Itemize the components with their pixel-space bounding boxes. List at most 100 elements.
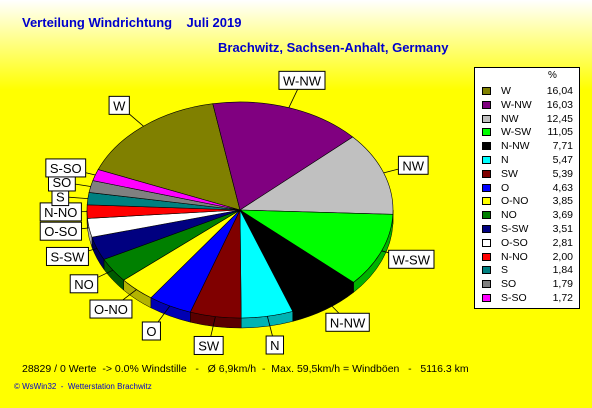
legend-label: O-SO xyxy=(501,236,528,249)
pie-slice-w-sw xyxy=(238,209,394,283)
legend-label: O-NO xyxy=(501,195,529,208)
legend-label: SW xyxy=(501,167,518,180)
pie-side xyxy=(86,209,394,329)
legend-label: W xyxy=(501,85,511,97)
legend-value: 3,69 xyxy=(552,209,573,222)
chart-title: Verteilung Windrichtung Juli 2019 xyxy=(22,15,242,30)
slice-label-n-nw: N-NW xyxy=(330,315,366,330)
legend-item-s-so: S-SO 1,72 xyxy=(475,292,579,306)
legend-swatch xyxy=(482,114,491,123)
legend-swatch xyxy=(482,87,491,95)
legend-swatch xyxy=(482,155,491,164)
legend-swatch xyxy=(482,128,491,137)
footer-credits: © WsWin32 - Wetterstation Brachwitz xyxy=(14,382,152,391)
slice-label-box-n xyxy=(265,335,285,355)
legend-value: 1,72 xyxy=(552,291,573,304)
legend-swatch xyxy=(482,252,491,261)
slice-label-w: W xyxy=(113,98,126,113)
slice-label-n-no: N-NO xyxy=(44,205,77,220)
legend-item-s: S 1,84 xyxy=(475,264,579,278)
slice-label-box-no xyxy=(69,274,99,294)
legend-value: 5,39 xyxy=(552,167,573,180)
legend-value: 11,05 xyxy=(547,126,574,139)
legend-item-n-nw: N-NW 7,71 xyxy=(475,140,579,154)
legend-value: 3,51 xyxy=(552,222,573,235)
slice-label-box-w-sw xyxy=(388,249,435,269)
slice-label-s: S xyxy=(56,190,65,205)
legend-value: 5,47 xyxy=(552,153,573,166)
slice-label-so: SO xyxy=(52,175,71,190)
legend-value: 2,81 xyxy=(552,236,573,249)
legend-label: S-SW xyxy=(501,222,529,235)
legend-swatch xyxy=(482,197,491,206)
legend-label: W-SW xyxy=(501,126,532,139)
legend-value: 1,79 xyxy=(552,278,573,291)
slice-label-box-sw xyxy=(193,335,224,355)
legend-swatch xyxy=(482,100,491,109)
legend-label: N-NO xyxy=(501,250,528,263)
legend-swatch xyxy=(482,211,491,220)
legend-item-o: O 4,63 xyxy=(475,182,579,196)
chart-subtitle: Brachwitz, Sachsen-Anhalt, Germany xyxy=(218,40,449,55)
legend-rows: W 16,04 W-NW 16,03 NW 12,45 W-SW 11,05 N-NW 7,71 N… xyxy=(475,85,579,306)
slice-label-box-n-nw xyxy=(325,312,370,332)
legend-swatch xyxy=(482,224,491,233)
legend-item-nw: NW 12,45 xyxy=(475,113,579,127)
legend-item-o-no: O-NO 3,85 xyxy=(475,195,579,209)
legend-value: 3,85 xyxy=(552,195,573,208)
legend-value: 16,04 xyxy=(546,85,573,97)
legend-item-sw: SW 5,39 xyxy=(475,168,579,182)
legend-label: S xyxy=(501,264,509,277)
legend-value: 4,63 xyxy=(552,181,573,194)
footer-stats: 28829 / 0 Werte -> 0.0% Windstille - Ø 6… xyxy=(22,363,469,375)
legend-label: N-NW xyxy=(501,140,530,153)
legend-label: NW xyxy=(501,112,519,125)
legend-item-o-so: O-SO 2,81 xyxy=(475,237,579,251)
legend-value: 7,71 xyxy=(552,140,573,153)
slice-label-box-w xyxy=(108,95,130,115)
slice-label-box-s-so xyxy=(45,158,87,178)
legend-swatch xyxy=(482,266,491,275)
slice-label-n: N xyxy=(270,338,279,353)
slice-label-no: NO xyxy=(74,277,94,292)
slice-label-o-no: O-NO xyxy=(94,302,128,317)
legend-swatch xyxy=(482,169,491,178)
legend-value: 2,00 xyxy=(552,250,573,263)
legend-item-w-sw: W-SW 11,05 xyxy=(475,126,579,140)
legend-swatch xyxy=(482,293,491,302)
slice-label-box-s-sw xyxy=(45,246,89,266)
slice-label-box-o-no xyxy=(89,299,133,319)
legend-label: SO xyxy=(501,278,517,291)
slice-label-o-so: O-SO xyxy=(44,224,77,239)
pie-slice-w-nw xyxy=(212,101,354,211)
legend-item-so: SO 1,79 xyxy=(475,278,579,292)
legend-swatch xyxy=(482,238,491,247)
legend-item-no: NO 3,69 xyxy=(475,209,579,223)
slice-label-nw: NW xyxy=(402,158,424,173)
legend-swatch xyxy=(482,183,491,192)
slice-label-w-sw: W-SW xyxy=(393,252,431,267)
slice-label-box-o xyxy=(141,321,161,341)
legend: % W 16,04 W-NW 16,03 NW 12,45 W-SW 11,05 N-NW 7,7… xyxy=(474,67,580,309)
legend-label: O xyxy=(501,181,510,194)
pie-top xyxy=(86,101,394,319)
legend-item-n: N 5,47 xyxy=(475,154,579,168)
slice-label-w-nw: W-NW xyxy=(283,73,322,88)
legend-swatch xyxy=(482,142,491,151)
slice-label-box-o-so xyxy=(39,221,82,241)
slice-label-o: O xyxy=(146,324,156,339)
slice-label-box-nw xyxy=(397,155,429,175)
legend-value: 12,45 xyxy=(546,112,573,125)
slice-label-s-so: S-SO xyxy=(50,161,82,176)
legend-unit-label: % xyxy=(548,70,557,81)
legend-item-w: W 16,04 xyxy=(475,85,579,99)
legend-item-s-sw: S-SW 3,51 xyxy=(475,223,579,237)
legend-value: 16,03 xyxy=(546,98,573,111)
slice-label-box-w-nw xyxy=(278,70,326,90)
legend-label: W-NW xyxy=(501,98,532,111)
pie-slice-nw xyxy=(239,136,394,215)
legend-item-n-no: N-NO 2,00 xyxy=(475,251,579,265)
